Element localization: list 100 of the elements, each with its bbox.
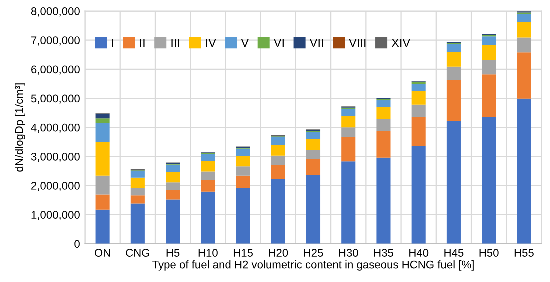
bar (236, 188, 250, 244)
bar (306, 138, 321, 150)
bar (517, 14, 532, 22)
legend-label: II (140, 39, 145, 48)
legend-label: I (112, 39, 114, 48)
y-tick-label: 6,000,000 (32, 66, 80, 75)
bar (342, 137, 356, 162)
bar (201, 180, 216, 192)
bar (130, 204, 145, 244)
x-tick-label: CNG (126, 249, 150, 257)
bar (236, 148, 250, 156)
bar (342, 162, 356, 244)
bar (517, 52, 532, 99)
bar (342, 128, 356, 138)
x-axis-title: Type of fuel and H2 volumetric content in gaseous HCNG fuel [%] (152, 260, 474, 271)
bar (412, 91, 426, 105)
x-tick-label: H5 (166, 249, 180, 257)
legend-label: III (172, 39, 180, 48)
bar (342, 108, 356, 116)
bar (517, 22, 532, 38)
bar (201, 154, 216, 162)
bar (446, 52, 461, 67)
bar (376, 131, 391, 158)
bar (412, 84, 426, 92)
legend-label: VIII (349, 39, 366, 48)
legend-label: XIV (392, 39, 411, 48)
bar (482, 45, 496, 60)
y-tick-label: 2,000,000 (32, 182, 80, 192)
bar (376, 107, 391, 120)
bar (271, 145, 286, 156)
x-tick-label: H15 (234, 249, 253, 257)
bar (482, 36, 496, 46)
bar (96, 210, 110, 244)
y-tick-label: 1,000,000 (32, 211, 80, 220)
x-tick-label: ON (95, 249, 110, 257)
bar (130, 172, 145, 178)
bar (201, 161, 216, 172)
y-tick-label: 5,000,000 (31, 94, 80, 104)
bar (96, 176, 110, 195)
bar (482, 60, 496, 75)
bar (446, 44, 461, 52)
y-tick-label: 7,000,000 (32, 36, 80, 46)
bar (306, 150, 321, 160)
bar (201, 172, 216, 180)
bar (130, 178, 145, 188)
bar (201, 192, 216, 244)
bar (412, 117, 426, 146)
bar (166, 182, 180, 190)
x-tick-label: H40 (410, 249, 429, 257)
bar (482, 117, 496, 244)
bar (166, 164, 180, 172)
y-axis-title: dN/dlogDp [1/cm³] (15, 84, 26, 172)
bar (271, 165, 286, 180)
x-tick-label: H55 (514, 249, 534, 257)
bar (342, 116, 356, 128)
bar (376, 158, 391, 244)
bar (482, 74, 496, 118)
bar (412, 146, 426, 244)
bar (96, 118, 110, 123)
bar (446, 80, 461, 122)
bar (130, 196, 145, 204)
y-tick-label: 4,000,000 (31, 124, 80, 134)
x-tick-label: H30 (339, 249, 358, 257)
bar (236, 166, 250, 176)
bar (446, 122, 461, 244)
bar (376, 119, 391, 132)
bar (306, 159, 321, 176)
bar (271, 156, 286, 166)
legend-label: IV (206, 39, 216, 48)
bar (236, 176, 250, 188)
bar (96, 114, 110, 119)
legend-label: VI (274, 39, 284, 48)
legend-label: V (241, 39, 250, 48)
legend-label: VII (310, 39, 324, 48)
bar (271, 137, 286, 146)
bar (166, 190, 180, 200)
bar (96, 194, 110, 210)
bar (166, 200, 180, 244)
y-tick-label: 0 (74, 240, 80, 248)
x-tick-label: H35 (374, 249, 394, 257)
bar (517, 38, 532, 53)
x-tick-label: H45 (444, 249, 464, 257)
x-tick-label: H10 (198, 249, 218, 257)
bar (412, 104, 426, 118)
bar (166, 172, 180, 183)
bar (306, 132, 321, 139)
bar (96, 122, 110, 142)
x-tick-label: H20 (269, 249, 288, 257)
bar (236, 156, 250, 167)
y-tick-label: 8,000,000 (31, 8, 80, 17)
x-tick-label: H25 (304, 249, 324, 257)
y-tick-label: 3,000,000 (31, 152, 80, 162)
bar (130, 188, 145, 196)
bar (517, 98, 532, 244)
bar (376, 100, 391, 108)
bar (446, 66, 461, 80)
bar (271, 179, 286, 244)
bar (306, 175, 321, 244)
x-tick-label: H50 (480, 249, 499, 257)
bar (96, 142, 110, 176)
